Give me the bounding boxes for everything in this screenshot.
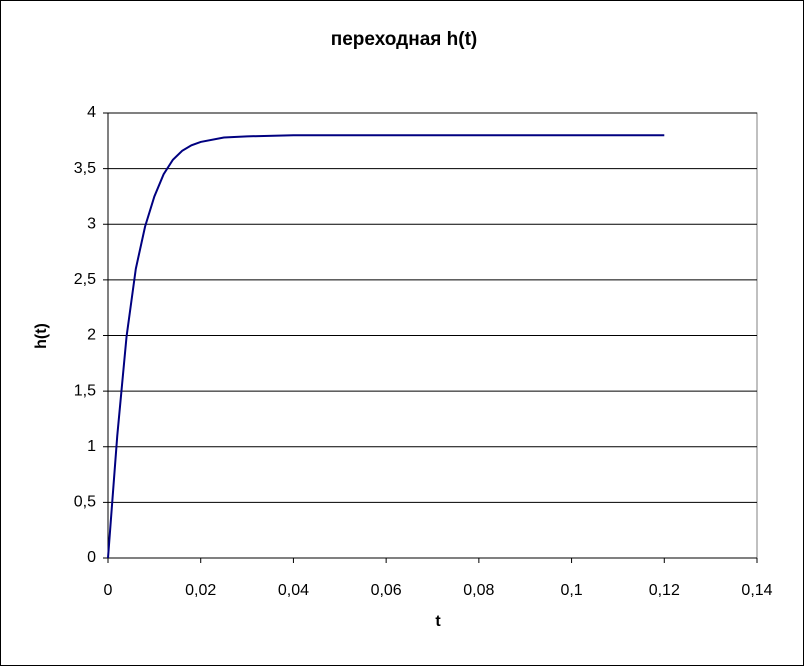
x-axis-label: t [435,613,441,630]
y-axis-label: h(t) [33,323,50,349]
x-tick-label: 0,08 [463,582,494,599]
x-tick-label: 0,14 [741,582,772,599]
x-tick-label: 0,06 [371,582,402,599]
x-tick-label: 0 [104,582,113,599]
y-tick-label: 0,5 [74,494,96,511]
x-tick-label: 0,1 [560,582,582,599]
y-tick-label: 2,5 [74,271,96,288]
x-tick-label: 0,04 [278,582,309,599]
y-tick-label: 1 [87,438,96,455]
y-tick-label: 0 [87,549,96,566]
y-tick-label: 3 [87,215,96,232]
x-tick-label: 0,02 [185,582,216,599]
chart-title: переходная h(t) [331,29,477,50]
y-tick-label: 4 [87,104,96,121]
y-tick-label: 3,5 [74,160,96,177]
y-tick-label: 1,5 [74,382,96,399]
y-tick-label: 2 [87,327,96,344]
series-line [107,134,665,559]
x-tick-label: 0,12 [649,582,680,599]
